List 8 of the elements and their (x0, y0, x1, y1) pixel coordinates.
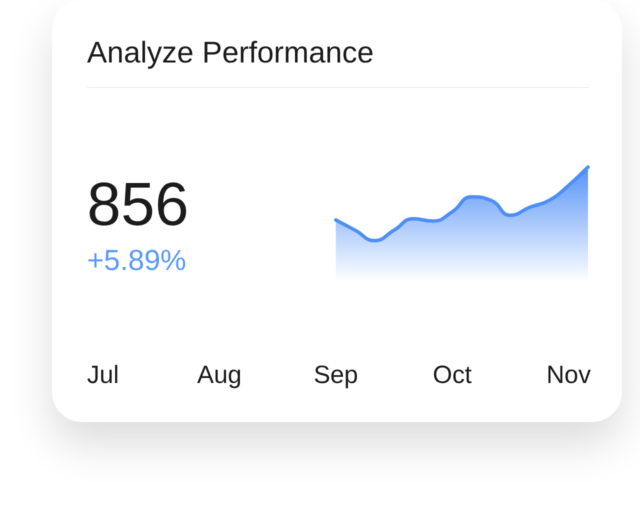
annotation: +5.89% (87, 245, 186, 277)
chart-title: Analyze Performance (87, 36, 374, 70)
x-tick-label: Oct (432, 361, 472, 389)
x-tick-label: Sep (314, 361, 358, 389)
x-tick-label: Nov (546, 361, 592, 389)
x-tick-label: Jul (87, 361, 119, 389)
x-tick-label: Aug (197, 361, 242, 389)
annotation: 856 (87, 170, 189, 238)
